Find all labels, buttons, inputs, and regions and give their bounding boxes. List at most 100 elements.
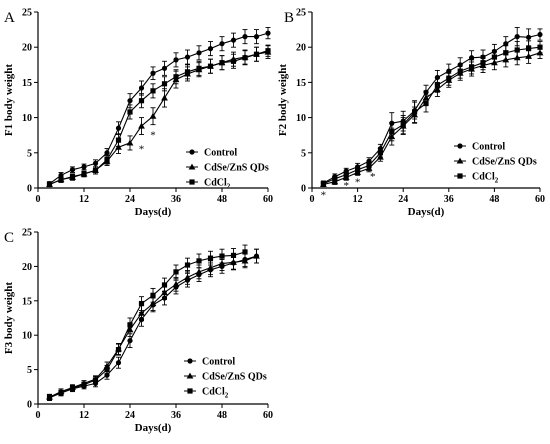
x-tick-label: 60 (535, 194, 545, 205)
data-point (104, 157, 110, 163)
panel-letter: B (284, 10, 294, 26)
legend: Control CdSe/ZnS QDs CdCl2 (186, 148, 269, 191)
data-point (92, 160, 99, 166)
data-point (196, 50, 202, 56)
y-tick-label: 25 (296, 8, 306, 19)
y-tick-label: 10 (22, 113, 32, 124)
y-tick-label: 25 (22, 8, 32, 19)
legend-marker (457, 143, 463, 149)
data-point (195, 268, 203, 275)
y-axis-title: F2 body weight (277, 64, 289, 136)
data-point (389, 129, 395, 135)
y-axis-title: F3 body weight (3, 282, 15, 354)
x-tick-label: 36 (444, 194, 454, 205)
data-point (149, 112, 157, 119)
data-point (265, 48, 271, 54)
data-point (366, 158, 372, 164)
y-tick-label: 10 (22, 331, 32, 342)
significance-star: * (139, 144, 145, 156)
y-tick-label: 15 (22, 296, 32, 307)
y-tick-label: 15 (296, 78, 306, 89)
x-tick-label: 48 (217, 410, 227, 421)
x-axis-title: Days(d) (135, 422, 172, 434)
x-tick-label: 48 (217, 194, 227, 205)
data-point (173, 74, 179, 80)
data-point (526, 34, 532, 40)
significance-star: * (343, 180, 349, 192)
data-point (46, 394, 53, 400)
legend: Control CdSe/ZnS QDs CdCl2 (184, 357, 267, 400)
data-point (253, 252, 260, 259)
data-point (69, 167, 76, 173)
data-point (81, 164, 87, 170)
data-point (127, 109, 133, 115)
legend-label-2: CdCl2 (202, 387, 229, 400)
data-point (81, 382, 87, 388)
data-point (173, 269, 179, 275)
y-axis-title: F1 body weight (3, 64, 15, 136)
legend-label-2: CdCl2 (204, 178, 231, 191)
data-point (138, 309, 145, 316)
x-tick-label: 0 (310, 194, 315, 205)
data-point (115, 125, 122, 131)
x-tick-label: 48 (489, 194, 499, 205)
data-point (480, 60, 486, 66)
data-point (503, 41, 509, 47)
data-point (503, 50, 509, 56)
data-point (366, 162, 372, 169)
y-tick-label: 20 (22, 43, 32, 54)
chart-panel-a: A 0 5 10 15 20 25 0 12 24 36 48 60 Days(d) F1 body wei… (3, 8, 273, 219)
y-tick-label: 25 (22, 228, 32, 239)
x-tick-label: 0 (36, 410, 41, 421)
legend-marker (186, 372, 194, 379)
data-point (46, 181, 53, 188)
x-axis-title: Days(d) (408, 206, 445, 218)
legend-label-0: Control (204, 148, 237, 159)
series-2 (320, 40, 543, 187)
data-point (161, 81, 168, 87)
data-point (514, 47, 520, 53)
data-point (138, 98, 145, 104)
x-tick-label: 24 (398, 194, 408, 205)
data-point (514, 34, 520, 40)
legend-label-0: Control (472, 142, 505, 153)
data-point (58, 176, 64, 183)
data-point (491, 54, 497, 60)
y-tick-label: 15 (22, 78, 32, 89)
data-point (58, 390, 64, 396)
data-point (104, 150, 110, 156)
data-point (184, 262, 191, 268)
data-point (172, 280, 180, 287)
data-point (173, 57, 179, 63)
y-tick-label: 5 (27, 365, 32, 376)
data-point (115, 347, 122, 353)
data-point (241, 257, 249, 264)
data-point (434, 74, 440, 81)
y-tick-label: 0 (301, 184, 306, 195)
legend-marker (457, 173, 463, 179)
data-point (400, 122, 406, 128)
data-point (207, 255, 214, 261)
panel-letter: A (4, 10, 15, 26)
legend-marker (456, 157, 464, 164)
data-point (92, 377, 99, 383)
data-point (196, 65, 202, 71)
data-point (230, 58, 237, 64)
data-point (207, 264, 214, 271)
data-point (115, 360, 122, 366)
data-point (265, 30, 271, 36)
legend-label-2: CdCl2 (472, 172, 499, 185)
data-point (161, 94, 168, 101)
chart-panel-c: C 0 5 10 15 20 25 0 12 24 36 48 60 Days(d) F3 body wei… (3, 228, 273, 435)
data-point (537, 44, 543, 50)
series-2 (46, 244, 248, 401)
data-point (355, 167, 361, 173)
data-point (457, 68, 463, 74)
data-point (219, 60, 225, 66)
data-point (207, 63, 214, 69)
x-tick-label: 36 (171, 194, 181, 205)
data-point (242, 249, 248, 255)
data-point (242, 34, 248, 40)
